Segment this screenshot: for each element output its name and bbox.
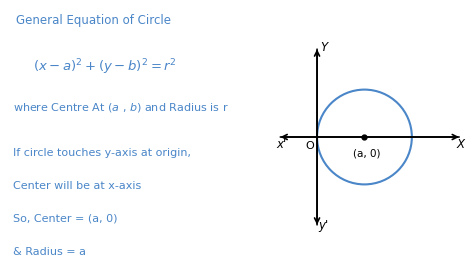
Text: X: X [456,138,465,152]
Text: & Radius = a: & Radius = a [13,247,86,256]
Text: So, Center = (a, 0): So, Center = (a, 0) [13,214,118,224]
Text: y': y' [318,219,328,232]
Text: General Equation of Circle: General Equation of Circle [16,14,171,27]
Text: O: O [306,141,315,152]
Text: where Centre At $(a$ , $b)$ and Radius is r: where Centre At $(a$ , $b)$ and Radius i… [13,101,229,114]
Text: (a, 0): (a, 0) [353,149,381,159]
Text: Center will be at x-axis: Center will be at x-axis [13,181,142,191]
Text: x': x' [276,138,286,152]
Text: If circle touches y-axis at origin,: If circle touches y-axis at origin, [13,148,191,158]
Text: Y: Y [320,41,327,54]
Text: $(x - a)^2 + (y - b)^2 = r^2$: $(x - a)^2 + (y - b)^2 = r^2$ [33,58,177,77]
